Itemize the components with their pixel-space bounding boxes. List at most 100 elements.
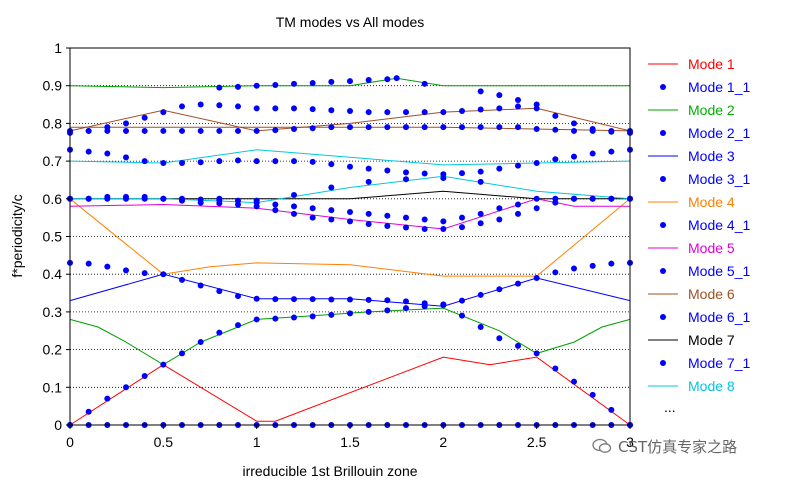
extra-curve-point bbox=[515, 124, 521, 131]
series-mode-7-1-point bbox=[459, 170, 465, 177]
extra-curve-point bbox=[571, 127, 577, 134]
series-mode-2-1-point bbox=[291, 314, 297, 321]
extra-curve-point bbox=[440, 124, 447, 131]
series-mode-4-1-point bbox=[384, 222, 391, 229]
series-mode-5-1-point bbox=[216, 197, 223, 204]
y-tick-label: 0.1 bbox=[43, 379, 63, 395]
series-mode-5-1-point bbox=[571, 195, 577, 202]
series-mode-6-1-point bbox=[496, 105, 503, 112]
series-mode-3-1-point bbox=[347, 296, 353, 303]
series-mode-7-1-point bbox=[216, 158, 223, 165]
series-mode-6-1-point bbox=[179, 103, 185, 110]
series-mode-2-1-point bbox=[272, 315, 279, 322]
extra-curve-point bbox=[421, 124, 428, 131]
legend-label: Mode 7_1 bbox=[688, 355, 750, 371]
series-mode-6-1-point bbox=[459, 107, 465, 114]
extra-curve-point bbox=[179, 127, 185, 134]
series-mode-2-1-point bbox=[533, 350, 540, 357]
series-mode-6-1-point bbox=[328, 107, 335, 114]
series-mode-7-1-point bbox=[253, 158, 260, 165]
series-mode-7-1-point bbox=[179, 159, 185, 166]
series-mode-2-1-point bbox=[179, 350, 185, 357]
extra-curve-point bbox=[421, 80, 428, 87]
y-tick-label: 0.4 bbox=[43, 266, 63, 282]
legend-dot-marker bbox=[660, 268, 666, 274]
series-mode-3-1-point bbox=[291, 296, 297, 303]
extra-curve-point bbox=[197, 127, 204, 134]
series-mode-6-1-point bbox=[515, 103, 521, 110]
extra-curve-point bbox=[328, 184, 335, 191]
y-axis-label: f*periodicity/c bbox=[9, 194, 25, 277]
series-mode-4-1-point bbox=[365, 221, 372, 228]
y-tick-label: 0.3 bbox=[43, 304, 63, 320]
series-mode-7-1-point bbox=[421, 170, 428, 177]
series-mode-4-1-point bbox=[328, 216, 335, 223]
series-mode-5-1-point bbox=[403, 214, 409, 221]
extra-curve-point bbox=[496, 124, 503, 131]
series-mode-5-1-point bbox=[384, 212, 391, 219]
x-tick-label: 3 bbox=[626, 434, 634, 450]
series-mode-6-1-point bbox=[477, 106, 484, 113]
legend-label: Mode 7 bbox=[688, 332, 735, 348]
series-mode-3-1-point bbox=[440, 302, 447, 309]
x-tick-label: 1 bbox=[253, 434, 261, 450]
series-mode-6-1-point bbox=[384, 109, 391, 116]
series-mode-2-1-point bbox=[104, 395, 111, 402]
series-mode-6-1-point bbox=[403, 109, 409, 116]
series-mode-3-1-point bbox=[328, 296, 335, 303]
series-mode-4-1-point bbox=[291, 210, 297, 217]
series-mode-5-1-point bbox=[253, 199, 260, 206]
series-mode-2-1-point bbox=[477, 323, 484, 330]
series-mode-6-1-point bbox=[141, 114, 148, 121]
series-mode-3-1-point bbox=[104, 263, 111, 270]
series-mode-5-1-point bbox=[123, 193, 129, 200]
series-mode-4-1-point bbox=[347, 218, 353, 225]
series-mode-7-1-point bbox=[384, 167, 391, 174]
extra-curve-point bbox=[291, 192, 297, 199]
series-mode-5-1-point bbox=[608, 195, 615, 202]
series-mode-6-1-point bbox=[421, 109, 428, 116]
extra-curve-point bbox=[216, 84, 223, 91]
extra-curve-point bbox=[141, 127, 148, 134]
extra-curve-point bbox=[515, 97, 521, 104]
series-mode-2-1-point bbox=[216, 329, 223, 336]
series-mode-3-1-point bbox=[496, 286, 503, 293]
series-mode-2-1-point bbox=[589, 391, 596, 398]
wechat-icon bbox=[592, 438, 612, 453]
series-mode-7-1-point bbox=[291, 158, 297, 165]
extra-curve-point bbox=[496, 92, 503, 99]
legend-label: Mode 1 bbox=[688, 56, 735, 72]
extra-curve bbox=[69, 149, 631, 166]
series-mode-4-1-point bbox=[309, 214, 316, 221]
series-mode-4 bbox=[69, 198, 631, 277]
legend-label: Mode 2_1 bbox=[688, 125, 750, 141]
series-mode-5-1-point bbox=[496, 205, 503, 212]
series-mode-5-1-point bbox=[291, 203, 297, 210]
series-mode-2-1-point bbox=[552, 365, 559, 372]
series-mode-5-1-point bbox=[589, 195, 596, 202]
extra-curve-point bbox=[477, 124, 484, 131]
series-mode-7-1-point bbox=[589, 150, 596, 157]
series-mode-7-1-point bbox=[104, 150, 111, 157]
series-mode-5-1-point bbox=[533, 195, 540, 202]
chart-title: TM modes vs All modes bbox=[276, 14, 425, 30]
series-mode-4-1-point bbox=[272, 207, 279, 214]
y-tick-label: 0.9 bbox=[43, 78, 63, 94]
series-mode-7-1-point bbox=[571, 153, 577, 160]
legend-label: Mode 5_1 bbox=[688, 263, 750, 279]
legend-label: Mode 4 bbox=[688, 194, 735, 210]
series-mode-5-1-point bbox=[104, 193, 111, 200]
series-mode-6-1-point bbox=[552, 112, 559, 119]
series-mode-3-1-point bbox=[477, 291, 484, 298]
series-mode-2-1-point bbox=[384, 307, 391, 314]
series-mode-2-1-point bbox=[403, 305, 409, 312]
extra-curve-point bbox=[291, 80, 297, 87]
legend-dot-marker bbox=[660, 84, 666, 90]
series-mode-3-1-point bbox=[216, 288, 223, 295]
series-mode-7-1-point bbox=[365, 165, 372, 172]
legend-more: ... bbox=[664, 399, 676, 415]
series-mode-4-1-point bbox=[440, 225, 447, 232]
series-mode-5-1-point bbox=[459, 214, 465, 221]
series-mode-3-1-point bbox=[179, 276, 185, 283]
series-mode-3-1-point bbox=[272, 296, 279, 303]
